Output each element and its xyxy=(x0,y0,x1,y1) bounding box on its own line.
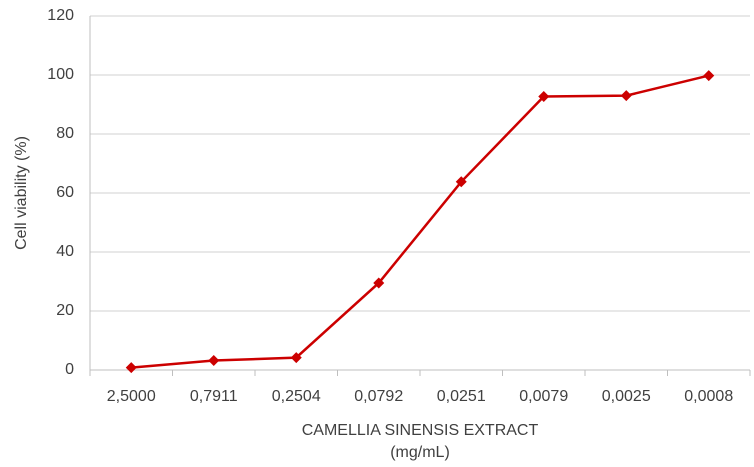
line xyxy=(131,74,710,369)
x-axis-label: (mg/mL) xyxy=(390,444,450,461)
x-tick-label: 0,0079 xyxy=(519,388,568,405)
marker xyxy=(620,90,632,102)
y-axis-label: Cell viability (%) xyxy=(13,136,30,250)
x-axis-label: CAMELLIA SINENSIS EXTRACT xyxy=(302,422,539,439)
marker xyxy=(125,362,137,374)
marker xyxy=(208,355,220,367)
y-tick-label: 120 xyxy=(47,7,74,24)
marker xyxy=(703,70,715,82)
marker xyxy=(455,176,467,188)
x-tick-label: 0,0025 xyxy=(602,388,651,405)
x-tick-label: 0,0008 xyxy=(684,388,733,405)
x-tick-label: 0,7911 xyxy=(190,388,238,405)
y-tick-label: 100 xyxy=(47,66,74,83)
marker xyxy=(538,91,550,103)
y-tick-label: 0 xyxy=(65,361,74,378)
y-tick-label: 40 xyxy=(56,243,74,260)
x-tick-label: 2,5000 xyxy=(107,388,156,405)
x-tick-label: 0,2504 xyxy=(272,388,321,405)
marker xyxy=(290,352,302,364)
marker xyxy=(373,277,385,289)
x-tick-label: 0,0792 xyxy=(354,388,403,405)
x-tick-label: 0,0251 xyxy=(437,388,486,405)
y-tick-label: 80 xyxy=(56,125,74,142)
y-tick-label: 20 xyxy=(56,302,74,319)
y-tick-label: 60 xyxy=(56,184,74,201)
